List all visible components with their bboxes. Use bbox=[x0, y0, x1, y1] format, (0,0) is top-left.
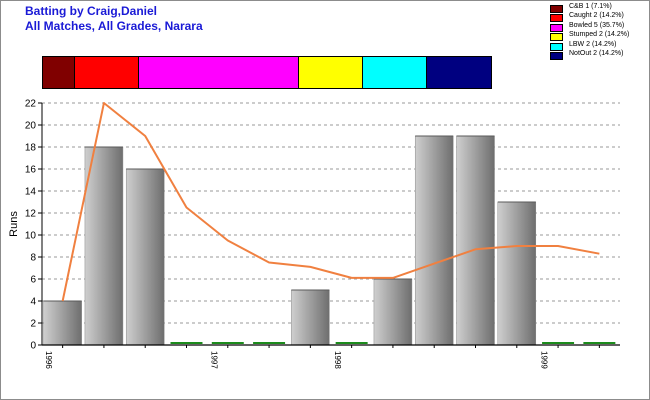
bar bbox=[414, 135, 454, 346]
distribution-segment bbox=[299, 57, 363, 88]
y-tick-label: 16 bbox=[25, 165, 37, 176]
y-tick-label: 12 bbox=[25, 209, 37, 220]
legend-swatch bbox=[550, 42, 563, 51]
bar bbox=[125, 168, 165, 346]
legend-swatch bbox=[550, 52, 563, 60]
bar bbox=[456, 135, 495, 346]
y-tick-label: 18 bbox=[25, 143, 37, 154]
bar bbox=[84, 146, 124, 346]
legend-label: LBW 2 (14.2%) bbox=[569, 40, 617, 48]
y-tick-label: 8 bbox=[30, 253, 36, 264]
legend-label: Bowled 5 (35.7%) bbox=[569, 21, 625, 29]
x-tick-label: 1996 bbox=[44, 351, 53, 369]
legend-label: C&B 1 (7.1%) bbox=[569, 3, 612, 10]
bar bbox=[497, 201, 537, 346]
bar bbox=[253, 342, 286, 344]
y-tick-label: 2 bbox=[30, 319, 36, 330]
dismissal-distribution-bar bbox=[42, 56, 492, 89]
y-tick-label: 6 bbox=[30, 275, 36, 286]
legend-label: Stumped 2 (14.2%) bbox=[569, 31, 630, 39]
bar bbox=[542, 342, 575, 344]
legend-swatch bbox=[550, 33, 563, 42]
distribution-segment bbox=[363, 57, 427, 88]
y-tick-label: 0 bbox=[30, 341, 36, 352]
chart-title: Batting by Craig,Daniel bbox=[25, 4, 158, 18]
legend-swatch bbox=[550, 14, 563, 23]
legend-swatch bbox=[550, 23, 563, 32]
legend-swatch bbox=[550, 5, 563, 13]
legend-label: NotOut 2 (14.2%) bbox=[569, 50, 624, 57]
trend-line bbox=[61, 102, 600, 302]
y-tick-label: 14 bbox=[25, 187, 37, 198]
bar bbox=[170, 342, 203, 344]
distribution-segment bbox=[427, 57, 491, 88]
y-tick-label: 20 bbox=[25, 121, 37, 132]
bar bbox=[373, 278, 413, 346]
y-tick-label: 22 bbox=[25, 99, 37, 110]
x-tick-label: 1997 bbox=[209, 351, 218, 369]
y-tick-label: 4 bbox=[30, 297, 36, 308]
bar bbox=[211, 342, 244, 344]
y-axis-label: Runs bbox=[8, 211, 20, 237]
chart-subtitle: All Matches, All Grades, Narara bbox=[25, 19, 203, 33]
distribution-segment bbox=[139, 57, 299, 88]
bar bbox=[291, 289, 330, 346]
legend-label: Caught 2 (14.2%) bbox=[569, 12, 624, 20]
y-tick-label: 10 bbox=[25, 231, 37, 242]
bar bbox=[583, 342, 616, 344]
distribution-segment bbox=[43, 57, 75, 88]
distribution-segment bbox=[75, 57, 139, 88]
bar bbox=[335, 342, 368, 344]
x-tick-label: 1999 bbox=[540, 351, 549, 369]
bar bbox=[43, 300, 82, 346]
x-tick-label: 1998 bbox=[333, 351, 342, 369]
